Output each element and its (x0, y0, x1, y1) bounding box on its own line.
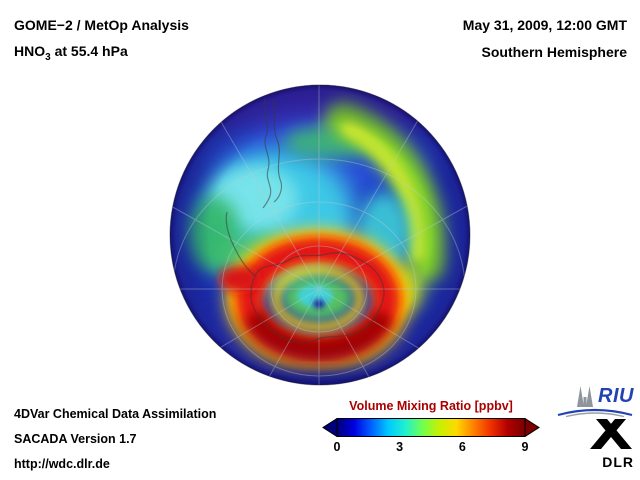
colorbar-gradient (322, 418, 540, 437)
colorbar-tick: 0 (333, 440, 341, 454)
url-label: http://wdc.dlr.de (14, 457, 110, 471)
colorbar-left-arrow (322, 418, 338, 437)
colorbar-right-arrow (524, 418, 540, 437)
colorbar-title: Volume Mixing Ratio [ppbv] (349, 399, 513, 413)
hemisphere-map (169, 84, 471, 386)
hemisphere-map-graphic (169, 84, 471, 386)
species-subscript: 3 (45, 51, 51, 63)
species-name: HNO (14, 43, 46, 59)
colorbar: Volume Mixing Ratio [ppbv] 0 3 6 9 (322, 399, 540, 456)
version-label: SACADA Version 1.7 (14, 432, 137, 446)
riu-swoosh-icon (557, 408, 633, 417)
colorbar-tick: 6 (458, 440, 466, 454)
colorbar-tick: 9 (521, 440, 529, 454)
figure-title-block: GOME−2 / MetOp Analysis HNO3 at 55.4 hPa (14, 12, 189, 71)
riu-logo: RIU (556, 383, 634, 417)
cathedral-icon (577, 386, 594, 407)
title-line1: GOME−2 / MetOp Analysis (14, 17, 189, 33)
dlr-mark-icon (590, 419, 632, 449)
credits-block: 4DVar Chemical Data Assimilation SACADA … (14, 402, 216, 477)
assimilation-label: 4DVar Chemical Data Assimilation (14, 407, 217, 421)
dlr-logo: DLR (574, 416, 634, 470)
hemisphere-label: Southern Hemisphere (481, 44, 627, 60)
pressure-level: at 55.4 hPa (50, 43, 128, 59)
dlr-wordmark: DLR (602, 454, 634, 470)
colorbar-ticks: 0 3 6 9 (333, 440, 529, 456)
figure-date-block: May 31, 2009, 12:00 GMT Southern Hemisph… (463, 12, 627, 66)
coastlines (225, 97, 385, 343)
datetime-label: May 31, 2009, 12:00 GMT (462, 17, 627, 33)
title-line2: HNO3 at 55.4 hPa (14, 38, 189, 71)
riu-wordmark: RIU (598, 385, 634, 407)
colorbar-tick: 3 (396, 440, 404, 454)
